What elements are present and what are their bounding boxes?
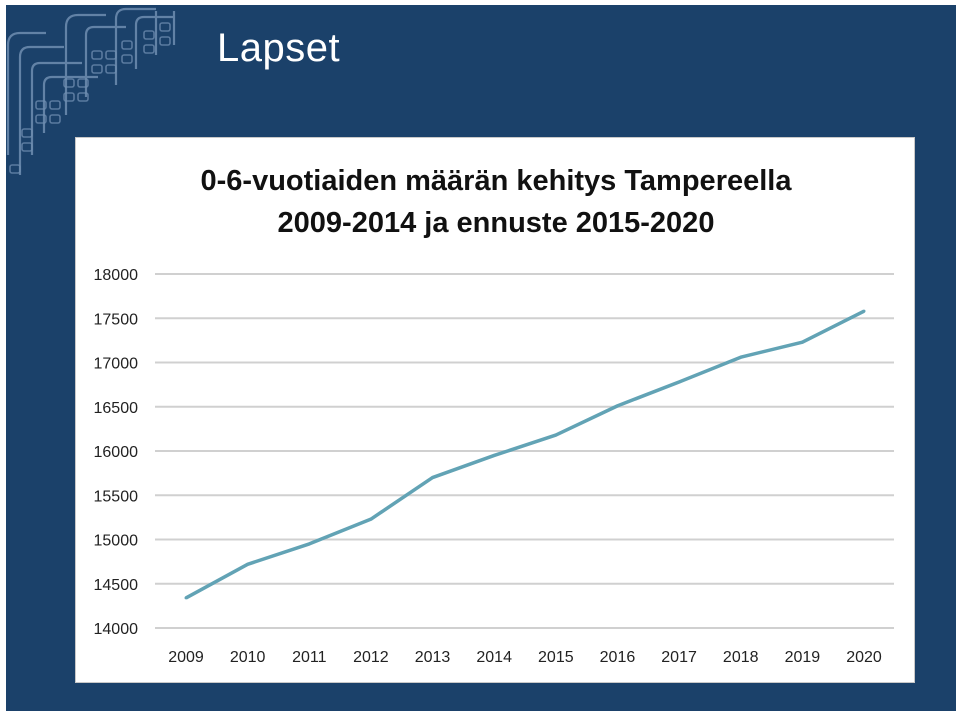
x-tick-label: 2011 (292, 649, 327, 666)
y-tick-label: 15500 (94, 488, 139, 505)
data-point (246, 562, 250, 566)
x-tick-label: 2014 (476, 649, 512, 666)
x-tick-label: 2020 (846, 649, 882, 666)
chart-title: 0-6-vuotiaiden määrän kehitys Tampereell… (76, 160, 916, 244)
data-point (369, 517, 373, 521)
data-point (554, 433, 558, 437)
data-point (307, 542, 311, 546)
data-point (800, 340, 804, 344)
x-tick-label: 2012 (353, 649, 389, 666)
data-point (862, 309, 866, 313)
x-tick-label: 2017 (661, 649, 697, 666)
data-point (739, 355, 743, 359)
y-tick-label: 14500 (94, 577, 139, 594)
y-tick-label: 16000 (94, 444, 139, 461)
data-point (615, 404, 619, 408)
y-tick-label: 14000 (94, 621, 139, 638)
y-tick-label: 17000 (94, 356, 139, 373)
line-chart: 14000 14500 15000 15500 16000 16500 17000 17500… (94, 267, 894, 666)
x-tick-label: 2015 (538, 649, 574, 666)
data-point (184, 596, 188, 600)
chart-container: 0-6-vuotiaiden määrän kehitys Tampereell… (75, 137, 915, 683)
x-tick-label: 2013 (415, 649, 451, 666)
x-tick-label: 2016 (600, 649, 636, 666)
data-point (431, 476, 435, 480)
chart-title-line1: 0-6-vuotiaiden määrän kehitys Tampereell… (200, 165, 792, 197)
data-point (492, 453, 496, 457)
slide-title: Lapset (217, 26, 341, 70)
x-tick-label: 2019 (785, 649, 821, 666)
y-tick-label: 15000 (94, 533, 139, 550)
city-logo-pattern (6, 7, 176, 175)
y-tick-label: 18000 (94, 267, 139, 284)
data-point (677, 380, 681, 384)
chart-title-line2: 2009-2014 ja ennuste 2015-2020 (277, 207, 715, 239)
y-tick-label: 16500 (94, 400, 139, 417)
y-tick-label: 17500 (94, 311, 139, 328)
x-tick-label: 2010 (230, 649, 266, 666)
series-line (185, 309, 865, 600)
x-tick-label: 2018 (723, 649, 759, 666)
x-tick-label: 2009 (168, 649, 204, 666)
